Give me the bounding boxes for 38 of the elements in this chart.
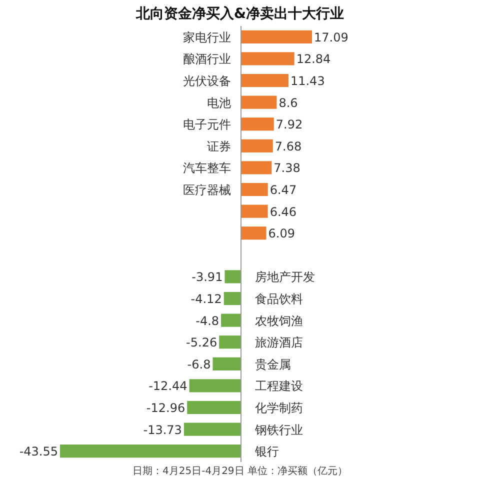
y-tick-label: 旅游酒店 [254, 336, 303, 350]
y-tick-label: 电子元件 [182, 118, 231, 132]
y-tick-label: 钢铁行业 [254, 422, 303, 437]
y-tick-label: 光伏设备 [182, 74, 231, 88]
data-label: 11.43 [290, 74, 325, 88]
data-label: -12.44 [148, 379, 188, 394]
data-label: -5.26 [186, 336, 218, 350]
y-tick-label: 农牧饲渔 [254, 314, 303, 328]
data-label: -4.8 [196, 314, 220, 328]
text: 日期：4月25日-4月29日 单位：净买额（亿元） [132, 465, 348, 477]
data-label: -43.55 [19, 444, 58, 459]
y-tick-label: 医疗器械 [182, 183, 231, 197]
data-label: -13.73 [143, 422, 182, 437]
y-tick-label: 食品饮料 [254, 292, 303, 306]
y-tick-label: 银行 [254, 444, 279, 459]
y-tick-label: 电池 [206, 96, 231, 110]
y-tick-label: 证券 [206, 139, 231, 154]
data-label: 17.09 [314, 30, 348, 44]
data-label: 6.46 [270, 204, 297, 219]
data-label: -4.12 [190, 292, 222, 306]
data-label: 12.84 [296, 52, 331, 66]
y-tick-label: 工程建设 [254, 379, 303, 394]
data-label: 6.09 [268, 226, 296, 241]
y-tick-label: 汽车整车 [182, 161, 231, 176]
y-tick-label: 家电行业 [182, 30, 231, 44]
data-label: -3.91 [192, 270, 223, 284]
y-tick-label: 化学制药 [254, 401, 303, 415]
data-label: 7.68 [274, 139, 302, 154]
y-tick-label: 房地产开发 [254, 270, 315, 284]
data-label: 7.92 [276, 118, 303, 132]
data-label: -12.96 [146, 401, 186, 415]
data-label: -6.8 [187, 357, 211, 372]
data-label: 8.6 [278, 96, 298, 110]
y-tick-label: 酿酒行业 [182, 52, 231, 66]
y-tick-label: 贵金属 [254, 357, 291, 372]
data-label: 6.47 [270, 183, 297, 197]
data-label: 7.38 [274, 161, 300, 176]
chart-title: 北向资金净买入&净卖出十大行业 [134, 6, 344, 22]
